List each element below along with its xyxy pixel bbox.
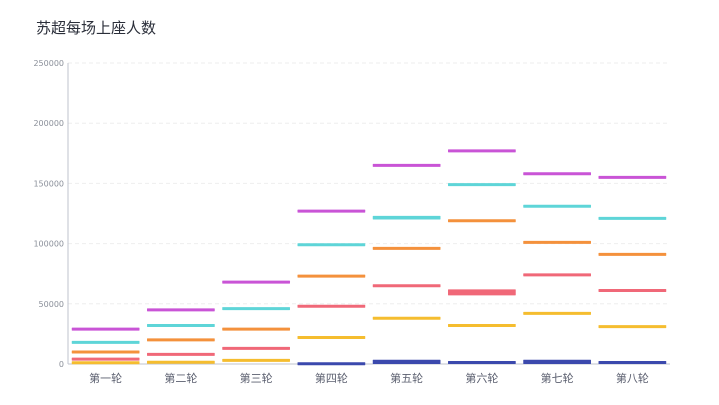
- bar-segment: [147, 323, 215, 327]
- bar-segment: [297, 362, 366, 366]
- bar-segment: [222, 307, 290, 311]
- bar-segment: [523, 204, 591, 208]
- y-tick-label: 200000: [33, 119, 64, 128]
- bar-segment: [147, 308, 215, 312]
- bar-segment: [372, 316, 441, 320]
- bar-segment: [71, 350, 140, 354]
- bar-segment: [372, 215, 441, 220]
- chart-title: 苏超每场上座人数: [36, 19, 157, 37]
- bar-segment: [222, 358, 290, 362]
- bars: [71, 149, 667, 366]
- bar-segment: [147, 338, 215, 342]
- y-tick-label: 50000: [39, 300, 64, 309]
- bar-segment: [297, 336, 366, 340]
- bar-segment: [71, 357, 140, 361]
- bar-segment: [598, 175, 667, 179]
- bar-segment: [448, 289, 516, 296]
- bar-segment: [222, 327, 290, 331]
- y-tick-label: 0: [59, 360, 64, 369]
- x-tick-label: 第八轮: [616, 371, 649, 385]
- bar-segment: [598, 252, 667, 256]
- bar-segment: [523, 359, 591, 364]
- bar-segment: [147, 360, 215, 364]
- bar-segment: [523, 311, 591, 315]
- bar-segment: [523, 172, 591, 176]
- bar-segment: [297, 274, 366, 278]
- x-tick-label: 第一轮: [89, 371, 122, 385]
- x-tick-label: 第五轮: [390, 371, 423, 385]
- bar-segment: [71, 327, 140, 331]
- bar-segment: [297, 209, 366, 213]
- bar-segment: [448, 323, 516, 327]
- bar-segment: [598, 289, 667, 293]
- bar-segment: [297, 304, 366, 308]
- y-tick-label: 100000: [33, 240, 64, 249]
- bar-segment: [448, 149, 516, 153]
- bar-segment: [71, 361, 140, 365]
- y-tick-label: 250000: [33, 59, 64, 68]
- bar-segment: [372, 284, 441, 288]
- bar-segment: [523, 273, 591, 277]
- grid-lines: [68, 62, 670, 305]
- bar-segment: [372, 359, 441, 364]
- axes: [67, 63, 670, 365]
- x-tick-label: 第七轮: [541, 371, 574, 385]
- bar-segment: [71, 340, 140, 344]
- tick-labels: 0 50000 100000 150000 200000 250000 第一轮 第二轮 第三轮 第…: [33, 59, 648, 385]
- bar-segment: [523, 240, 591, 244]
- bar-segment: [598, 216, 667, 220]
- bar-segment: [222, 346, 290, 350]
- bar-segment: [372, 246, 441, 250]
- bar-segment: [448, 183, 516, 187]
- bar-segment: [147, 352, 215, 356]
- y-tick-label: 150000: [33, 179, 64, 188]
- bar-segment: [448, 219, 516, 223]
- x-tick-label: 第六轮: [465, 371, 498, 385]
- bar-segment: [222, 280, 290, 284]
- x-tick-label: 第三轮: [240, 371, 273, 385]
- bar-segment: [598, 360, 667, 364]
- bar-segment: [448, 360, 516, 364]
- bar-segment: [598, 325, 667, 329]
- bar-segment: [372, 163, 441, 167]
- x-tick-label: 第四轮: [315, 371, 348, 385]
- bar-segment: [297, 243, 366, 247]
- x-tick-label: 第二轮: [164, 371, 197, 385]
